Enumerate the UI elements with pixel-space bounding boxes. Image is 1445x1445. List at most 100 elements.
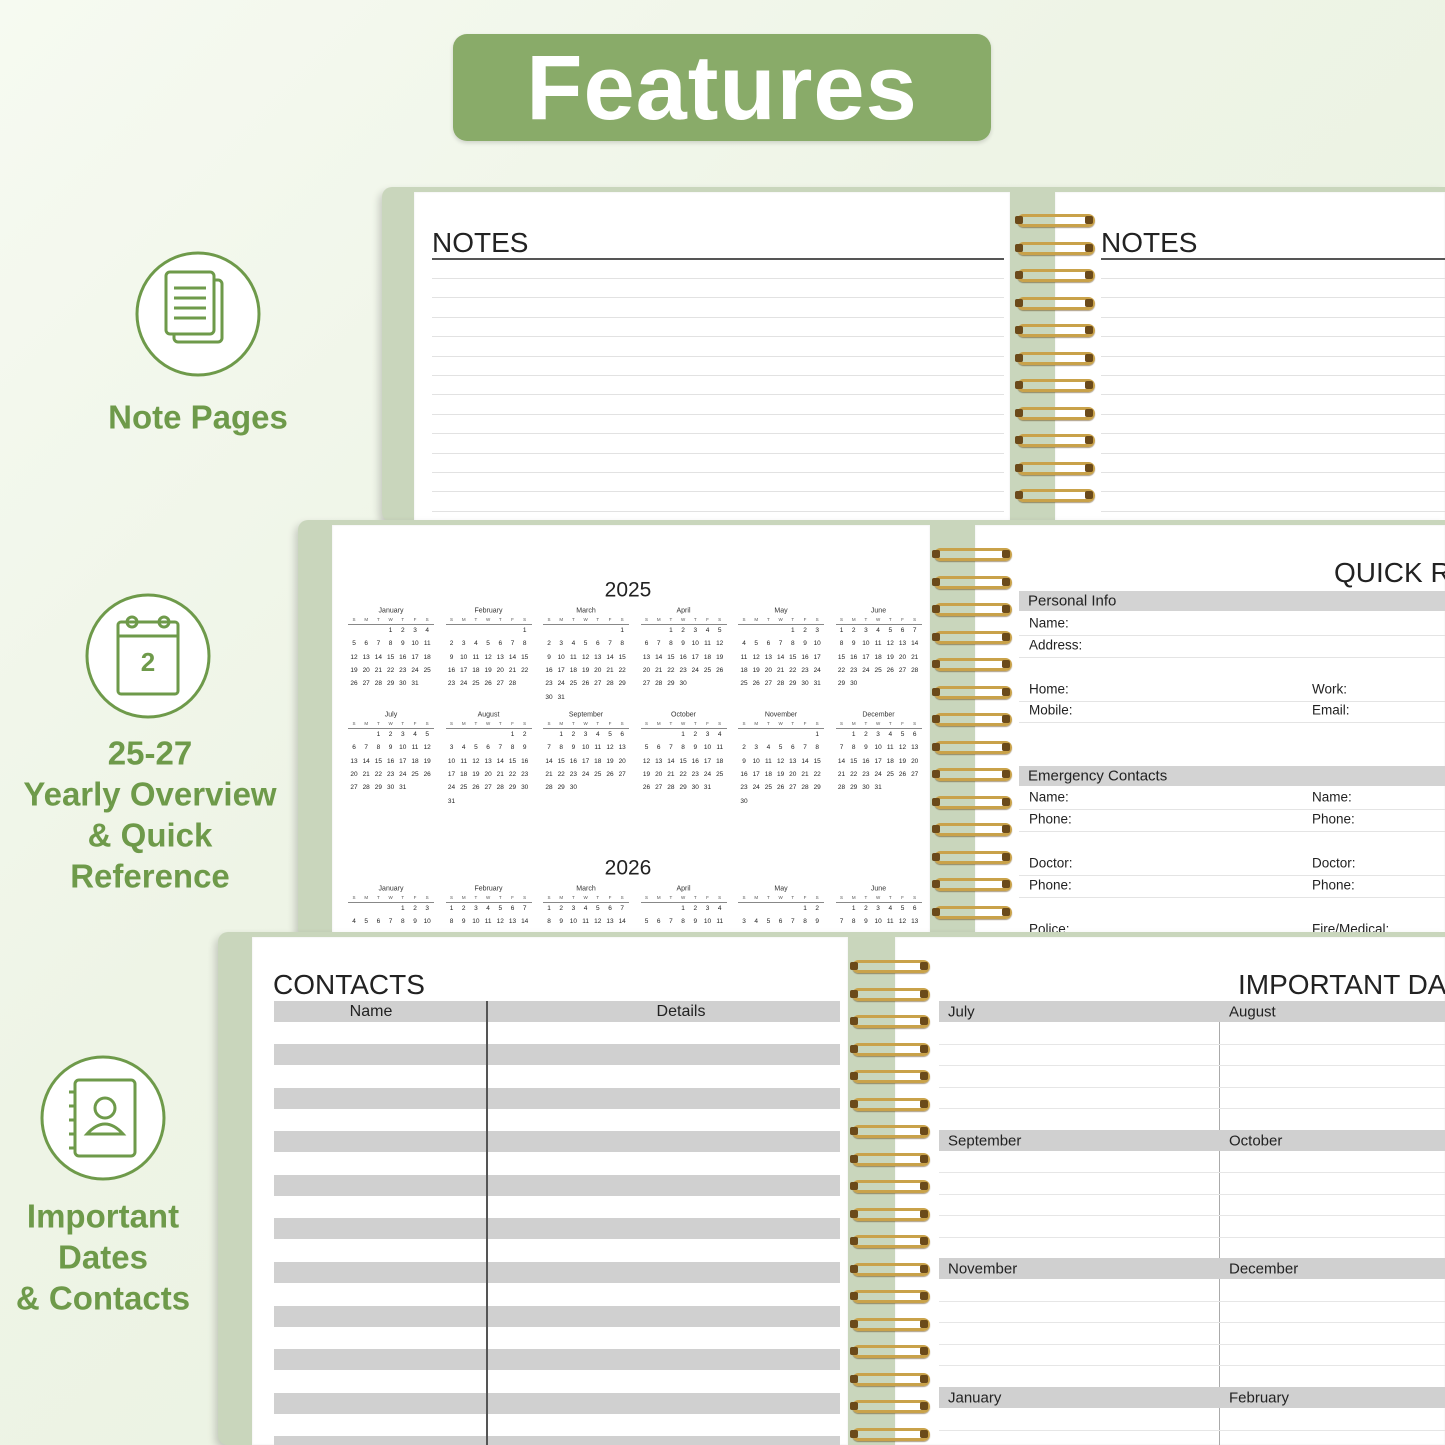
- date-line: [939, 1043, 1445, 1045]
- calendar-day: 12: [423, 744, 431, 752]
- weekday-rule: [835, 624, 922, 625]
- spiral-ring: [934, 575, 1012, 589]
- calendar-day: 30: [801, 679, 809, 687]
- calendar-day: 25: [886, 770, 894, 778]
- month-name: February: [474, 607, 503, 615]
- spiral-ring: [852, 1372, 930, 1386]
- spiral-ring: [852, 987, 930, 1001]
- weekday: F: [608, 894, 612, 900]
- weekday-rule: [640, 902, 727, 903]
- spiral-hole: [932, 770, 940, 778]
- calendar-day: 4: [888, 730, 893, 738]
- spiral-hole: [920, 1402, 928, 1410]
- calendar-day: 23: [521, 770, 529, 778]
- calendar-day: 5: [498, 904, 503, 912]
- calendar-day: 1: [839, 626, 844, 634]
- calendar-day: 10: [557, 653, 565, 661]
- spiral-hole: [920, 1292, 928, 1300]
- calendar-day: 20: [898, 653, 907, 661]
- calendar-day: 7: [620, 904, 624, 912]
- calendar-day: 9: [815, 918, 819, 926]
- month-band: [939, 1001, 1445, 1022]
- spiral-ring: [852, 1097, 930, 1111]
- calendar-day: 3: [754, 744, 758, 752]
- page-left: [414, 192, 1010, 522]
- calendar-day: 13: [898, 640, 907, 648]
- weekday: S: [620, 894, 624, 900]
- calendar-day: 25: [703, 666, 712, 674]
- weekday: M: [461, 894, 466, 900]
- calendar-day: 21: [374, 666, 383, 674]
- calendar-day: 7: [669, 744, 673, 752]
- weekday-rule: [348, 902, 434, 903]
- spiral-ring: [1017, 296, 1095, 310]
- calendar-day: 28: [837, 783, 846, 791]
- month-label: September: [948, 1132, 1022, 1150]
- calendar-day: 24: [862, 666, 870, 674]
- weekday: S: [742, 720, 746, 726]
- weekday: M: [364, 894, 369, 900]
- weekday: S: [523, 894, 527, 900]
- calendar-day: 5: [754, 640, 758, 648]
- weekday: T: [377, 720, 380, 726]
- note-line: [1101, 375, 1445, 376]
- calendar-day: 5: [644, 744, 649, 752]
- spiral-hole: [1015, 381, 1023, 389]
- calendar-day: 10: [813, 640, 821, 648]
- calendar-day: 9: [571, 744, 576, 752]
- calendar-day: 16: [801, 653, 809, 661]
- calendar-day: 15: [789, 653, 797, 661]
- calendar-day: 8: [839, 640, 844, 648]
- calendar-day: 13: [484, 757, 492, 765]
- weekday: T: [572, 616, 575, 622]
- field-label: Name:: [1029, 789, 1069, 805]
- spiral-hole: [1015, 463, 1023, 472]
- calendar-day: 7: [839, 744, 844, 752]
- note-line: [1101, 278, 1445, 279]
- calendar-day: 16: [740, 770, 748, 778]
- spiral-hole: [1015, 491, 1023, 499]
- weekday: M: [559, 894, 564, 900]
- spiral-hole: [1085, 216, 1093, 224]
- calendar-day: 2: [681, 626, 685, 634]
- calendar-day: 20: [642, 666, 651, 674]
- weekday: F: [608, 616, 612, 622]
- weekday: F: [413, 616, 417, 622]
- calendar-day: 12: [752, 653, 760, 661]
- date-line: [939, 1215, 1445, 1217]
- weekday: S: [523, 616, 527, 622]
- note-line: [432, 452, 1004, 454]
- calendar-day: 9: [742, 757, 746, 765]
- field-label: Phone:: [1029, 811, 1072, 827]
- weekday: S: [352, 616, 356, 622]
- calendar-day: 2: [864, 730, 868, 738]
- calendar-day: 1: [803, 904, 807, 912]
- spiral-ring: [934, 795, 1012, 809]
- spiral-hole: [932, 550, 940, 558]
- weekday: S: [352, 720, 356, 726]
- calendar-day: 12: [898, 744, 907, 752]
- calendar-day: 28: [496, 783, 504, 791]
- calendar-day: 17: [557, 666, 565, 674]
- calendar-day: 26: [716, 666, 724, 674]
- calendar-day: 28: [801, 783, 809, 791]
- calendar-day: 10: [399, 744, 407, 752]
- weekday: T: [888, 894, 892, 900]
- weekday: T: [498, 616, 502, 622]
- calendar-day: 26: [484, 679, 492, 687]
- calendar-day: 9: [851, 640, 856, 648]
- calendar-day: 24: [874, 770, 882, 778]
- calendar-day: 25: [874, 666, 882, 674]
- weekday: S: [449, 616, 454, 622]
- date-line: [939, 1065, 1445, 1066]
- calendar-day: 27: [362, 679, 370, 687]
- weekday: F: [608, 720, 612, 726]
- calendar-day: 21: [496, 770, 504, 778]
- weekday-rule: [348, 624, 434, 625]
- calendar-day: 28: [508, 679, 517, 687]
- calendar-day: 10: [411, 640, 419, 648]
- section-title: Emergency Contacts: [1028, 767, 1168, 785]
- calendar-day: 31: [399, 783, 407, 791]
- note-line: [432, 394, 1004, 396]
- calendar-day: 18: [411, 757, 419, 765]
